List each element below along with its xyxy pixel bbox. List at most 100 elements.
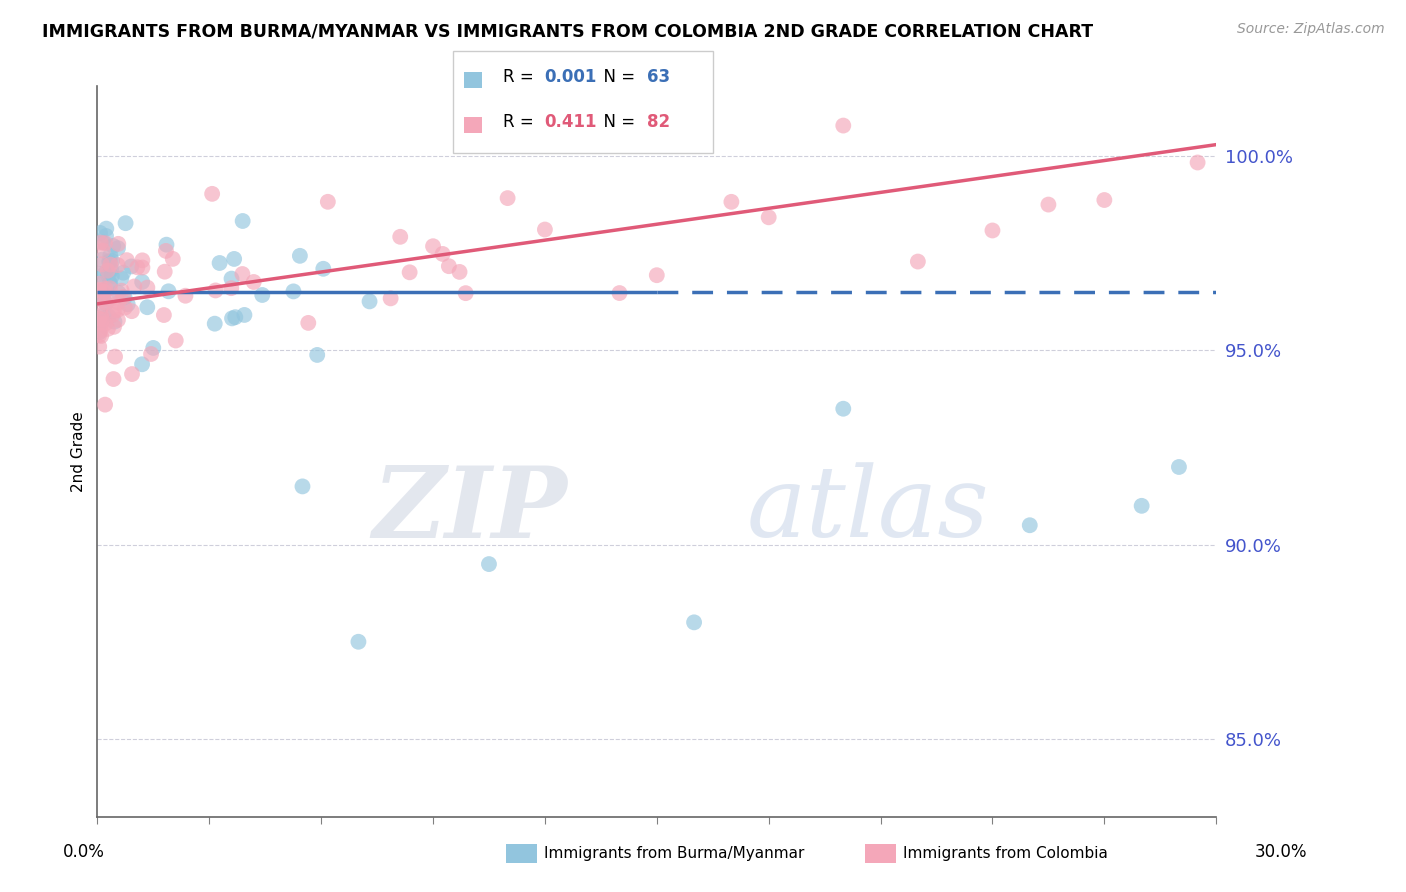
Text: N =: N = xyxy=(593,113,641,131)
Point xyxy=(90,285,112,300)
Point xyxy=(153,308,176,322)
Point xyxy=(90,312,112,326)
Point xyxy=(94,296,117,310)
Point xyxy=(252,288,274,302)
Bar xyxy=(464,71,482,87)
Point xyxy=(224,252,246,266)
Point xyxy=(832,119,855,133)
Point xyxy=(101,254,124,268)
Point xyxy=(89,326,111,340)
Point xyxy=(437,259,460,273)
Point xyxy=(98,254,121,268)
Point xyxy=(907,254,929,268)
Point xyxy=(103,319,125,334)
Point xyxy=(449,265,471,279)
Text: 63: 63 xyxy=(647,68,669,86)
Point xyxy=(454,286,477,301)
Point xyxy=(93,289,115,303)
Point xyxy=(1018,518,1040,533)
Point xyxy=(107,313,129,327)
Point xyxy=(221,271,243,285)
Point xyxy=(136,280,159,294)
Point xyxy=(242,275,264,289)
Point xyxy=(1168,460,1191,475)
Point xyxy=(121,304,143,318)
Point xyxy=(1038,197,1060,211)
Point xyxy=(89,277,111,291)
Point xyxy=(94,229,117,244)
Point xyxy=(398,265,420,279)
Point xyxy=(832,401,855,416)
Point xyxy=(131,260,153,275)
Point xyxy=(422,239,444,253)
Point xyxy=(645,268,668,283)
Point xyxy=(94,236,117,251)
Point xyxy=(224,310,246,325)
Point xyxy=(111,284,134,298)
Point xyxy=(93,285,115,299)
Point xyxy=(609,286,631,301)
Text: Immigrants from Burma/Myanmar: Immigrants from Burma/Myanmar xyxy=(544,847,804,861)
Point xyxy=(107,285,129,300)
Point xyxy=(94,282,117,296)
Point xyxy=(124,279,146,293)
Point xyxy=(165,334,187,348)
Point xyxy=(98,281,121,295)
Point xyxy=(101,308,124,322)
Point xyxy=(232,214,254,228)
Point xyxy=(174,289,197,303)
Point xyxy=(103,239,125,253)
Point xyxy=(316,194,339,209)
Point xyxy=(89,226,111,240)
Point xyxy=(89,340,111,354)
Point xyxy=(97,310,120,324)
Bar xyxy=(464,117,482,133)
Point xyxy=(98,277,121,292)
Y-axis label: 2nd Grade: 2nd Grade xyxy=(72,411,86,491)
Point xyxy=(1187,155,1209,169)
Point xyxy=(155,237,177,252)
Point xyxy=(155,244,177,258)
Point xyxy=(291,479,314,493)
Text: Immigrants from Colombia: Immigrants from Colombia xyxy=(903,847,1108,861)
Point xyxy=(307,348,329,362)
Point xyxy=(90,329,112,343)
Point xyxy=(432,247,454,261)
Point xyxy=(231,267,253,281)
Point xyxy=(100,262,122,277)
Point xyxy=(90,257,112,271)
Point xyxy=(89,283,111,297)
Point xyxy=(233,308,256,322)
Text: 30.0%: 30.0% xyxy=(1256,843,1308,861)
Point xyxy=(104,350,127,364)
Point xyxy=(90,314,112,328)
Point xyxy=(98,258,121,272)
Point xyxy=(90,309,112,323)
Text: IMMIGRANTS FROM BURMA/MYANMAR VS IMMIGRANTS FROM COLOMBIA 2ND GRADE CORRELATION : IMMIGRANTS FROM BURMA/MYANMAR VS IMMIGRA… xyxy=(42,22,1094,40)
Point xyxy=(107,241,129,255)
Point xyxy=(112,266,135,280)
Point xyxy=(97,268,120,283)
Point xyxy=(139,347,162,361)
Point xyxy=(89,284,111,298)
Point xyxy=(981,223,1004,237)
Point xyxy=(107,295,129,310)
Text: 82: 82 xyxy=(647,113,669,131)
Text: 0.001: 0.001 xyxy=(544,68,596,86)
Text: R =: R = xyxy=(503,113,540,131)
Text: N =: N = xyxy=(593,68,641,86)
Point xyxy=(90,299,112,313)
Point xyxy=(107,258,129,272)
Point xyxy=(90,235,112,250)
Point xyxy=(758,211,780,225)
Point xyxy=(98,254,121,268)
Point xyxy=(120,260,142,274)
Point xyxy=(103,315,125,329)
Point xyxy=(94,317,117,331)
Point xyxy=(91,244,114,258)
Point xyxy=(117,297,139,311)
Point xyxy=(312,261,335,276)
Point xyxy=(380,291,402,305)
Point xyxy=(112,290,135,304)
Point xyxy=(219,281,242,295)
